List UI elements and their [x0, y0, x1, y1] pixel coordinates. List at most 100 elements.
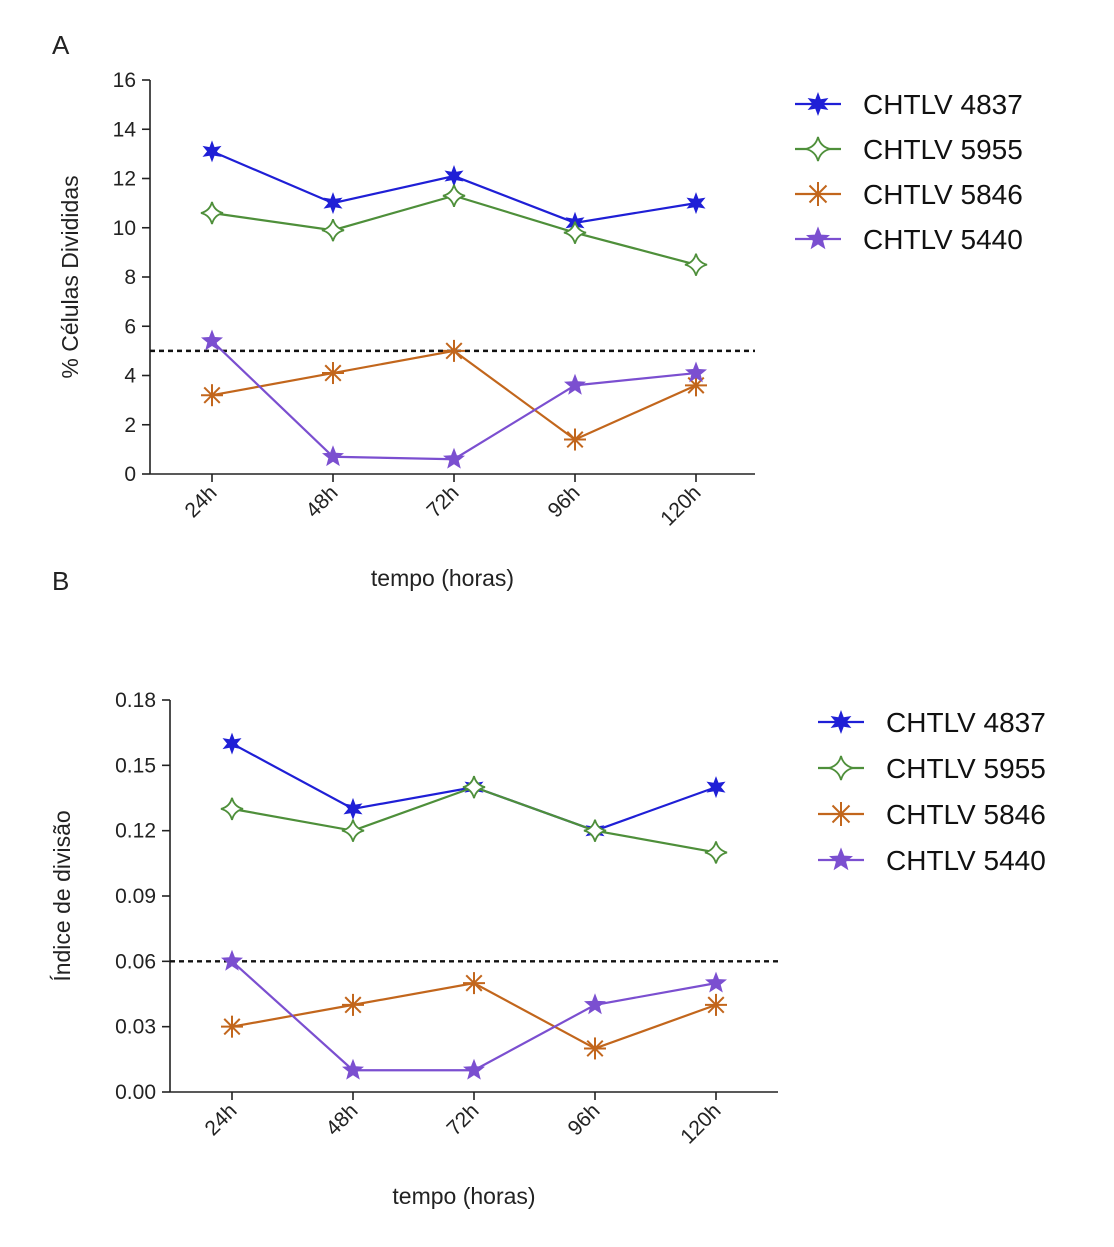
legend-item: CHTLV 5955	[818, 753, 1046, 784]
data-point	[321, 218, 345, 242]
data-point	[343, 797, 363, 820]
y-axis-title: Índice de divisão	[49, 810, 75, 981]
x-tick-label: 48h	[321, 1099, 362, 1140]
axes: 0.00 0.03 0.06 0.09 0.12 0.15 0.18 24h 48h 72h 96h…	[115, 689, 778, 1149]
y-tick-label: 0.06	[115, 950, 156, 973]
legend-item: CHTLV 5846	[795, 179, 1023, 210]
legend-marker	[806, 226, 830, 250]
legend-item: CHTLV 5440	[818, 845, 1046, 876]
data-point	[564, 373, 586, 395]
y-tick-label: 0.00	[115, 1081, 156, 1104]
data-point	[684, 253, 708, 276]
legend-item: CHTLV 4837	[818, 707, 1046, 738]
x-axis-title: tempo (horas)	[392, 1183, 535, 1209]
data-point	[322, 445, 344, 467]
series-chtlv-5846	[221, 972, 727, 1060]
chart-panel-b: B 0.00 0.03 0.06 0.09 0.12 0.15 0.18 24h 48h 72h 9…	[0, 560, 1114, 1247]
data-point	[341, 819, 365, 842]
series-chtlv-5846	[201, 339, 707, 451]
data-point	[222, 732, 242, 755]
x-tick-label: 24h	[200, 1099, 241, 1140]
y-tick-label: 4	[124, 365, 136, 388]
legend-marker	[805, 136, 831, 162]
data-point	[323, 192, 343, 215]
legend-label: CHTLV 4837	[863, 89, 1023, 120]
data-point	[342, 1058, 364, 1080]
data-point	[220, 797, 244, 821]
panel-label: B	[52, 566, 70, 596]
data-point	[221, 949, 243, 971]
data-point	[201, 329, 223, 351]
legend-marker	[829, 847, 853, 871]
data-point	[704, 841, 728, 864]
x-tick-label: 96h	[563, 1099, 604, 1140]
data-point	[564, 428, 586, 451]
y-tick-label: 14	[113, 118, 137, 141]
legend-item: CHTLV 5955	[795, 134, 1023, 165]
data-point	[705, 993, 727, 1016]
y-tick-label: 0.12	[115, 820, 156, 843]
data-point	[322, 362, 344, 385]
data-point	[686, 192, 706, 215]
legend-marker	[807, 92, 829, 116]
data-point	[342, 993, 364, 1016]
legend-label: CHTLV 5440	[863, 224, 1023, 255]
data-point	[443, 339, 465, 362]
legend-item: CHTLV 4837	[795, 89, 1023, 120]
data-point	[563, 221, 587, 244]
series-chtlv-5440	[201, 329, 707, 469]
legend-item: CHTLV 5846	[818, 799, 1046, 830]
y-tick-label: 0.18	[115, 689, 156, 712]
legend-marker	[828, 755, 854, 781]
x-tick-label: 72h	[442, 1099, 483, 1140]
data-point	[583, 819, 607, 842]
data-point	[442, 184, 466, 207]
legend-label: CHTLV 5440	[886, 845, 1046, 876]
x-tick-label: 48h	[301, 481, 342, 522]
y-tick-label: 8	[124, 266, 136, 289]
x-tick-label: 96h	[543, 481, 584, 522]
data-point	[584, 1037, 606, 1060]
data-point	[463, 1058, 485, 1080]
data-point	[706, 776, 726, 799]
series-chtlv-5955	[220, 775, 728, 864]
data-point	[584, 993, 606, 1015]
series-line	[211, 349, 697, 441]
legend-label: CHTLV 4837	[886, 707, 1046, 738]
data-point	[462, 775, 486, 799]
data-point	[705, 971, 727, 993]
data-point	[201, 384, 223, 407]
series-chtlv-5440	[221, 949, 727, 1080]
data-point	[202, 140, 222, 163]
legend-item: CHTLV 5440	[795, 224, 1023, 255]
y-tick-label: 0.03	[115, 1016, 156, 1039]
legend-marker	[829, 802, 853, 826]
axes: 0 2 4 6 8 10 12 14 16 24h 48h 72h 96h 120h	[113, 69, 755, 531]
data-point	[444, 165, 464, 187]
x-tick-label: 120h	[656, 481, 705, 530]
y-axis-title: % Células Divididas	[57, 175, 83, 378]
y-tick-label: 2	[124, 414, 136, 437]
data-point	[685, 361, 707, 383]
y-tick-label: 10	[113, 217, 136, 240]
legend-label: CHTLV 5846	[863, 179, 1023, 210]
series-chtlv-5955	[200, 184, 708, 276]
data-point	[463, 972, 485, 995]
chart-panel-a: A 0 2 4 6 8 10 12 14 16 24h 48h 72h 96h 120h tempo (ho…	[0, 0, 1114, 600]
panel-label: A	[52, 30, 70, 60]
data-point	[221, 1015, 243, 1038]
y-tick-label: 0.15	[115, 754, 156, 777]
data-point	[200, 201, 224, 225]
legend-marker	[806, 182, 830, 206]
y-tick-label: 6	[124, 315, 136, 338]
x-tick-label: 120h	[676, 1099, 725, 1148]
chart-b-svg: 0.00 0.03 0.06 0.09 0.12 0.15 0.18 24h 48h 72h 96h…	[49, 689, 1046, 1209]
legend-label: CHTLV 5955	[886, 753, 1046, 784]
chart-a-svg: 0 2 4 6 8 10 12 14 16 24h 48h 72h 96h 120h tempo (hora…	[57, 69, 1023, 591]
y-tick-label: 12	[113, 168, 136, 191]
legend-label: CHTLV 5846	[886, 799, 1046, 830]
x-tick-label: 72h	[422, 481, 463, 522]
x-tick-label: 24h	[180, 481, 221, 522]
legend-label: CHTLV 5955	[863, 134, 1023, 165]
y-tick-label: 16	[113, 69, 136, 92]
